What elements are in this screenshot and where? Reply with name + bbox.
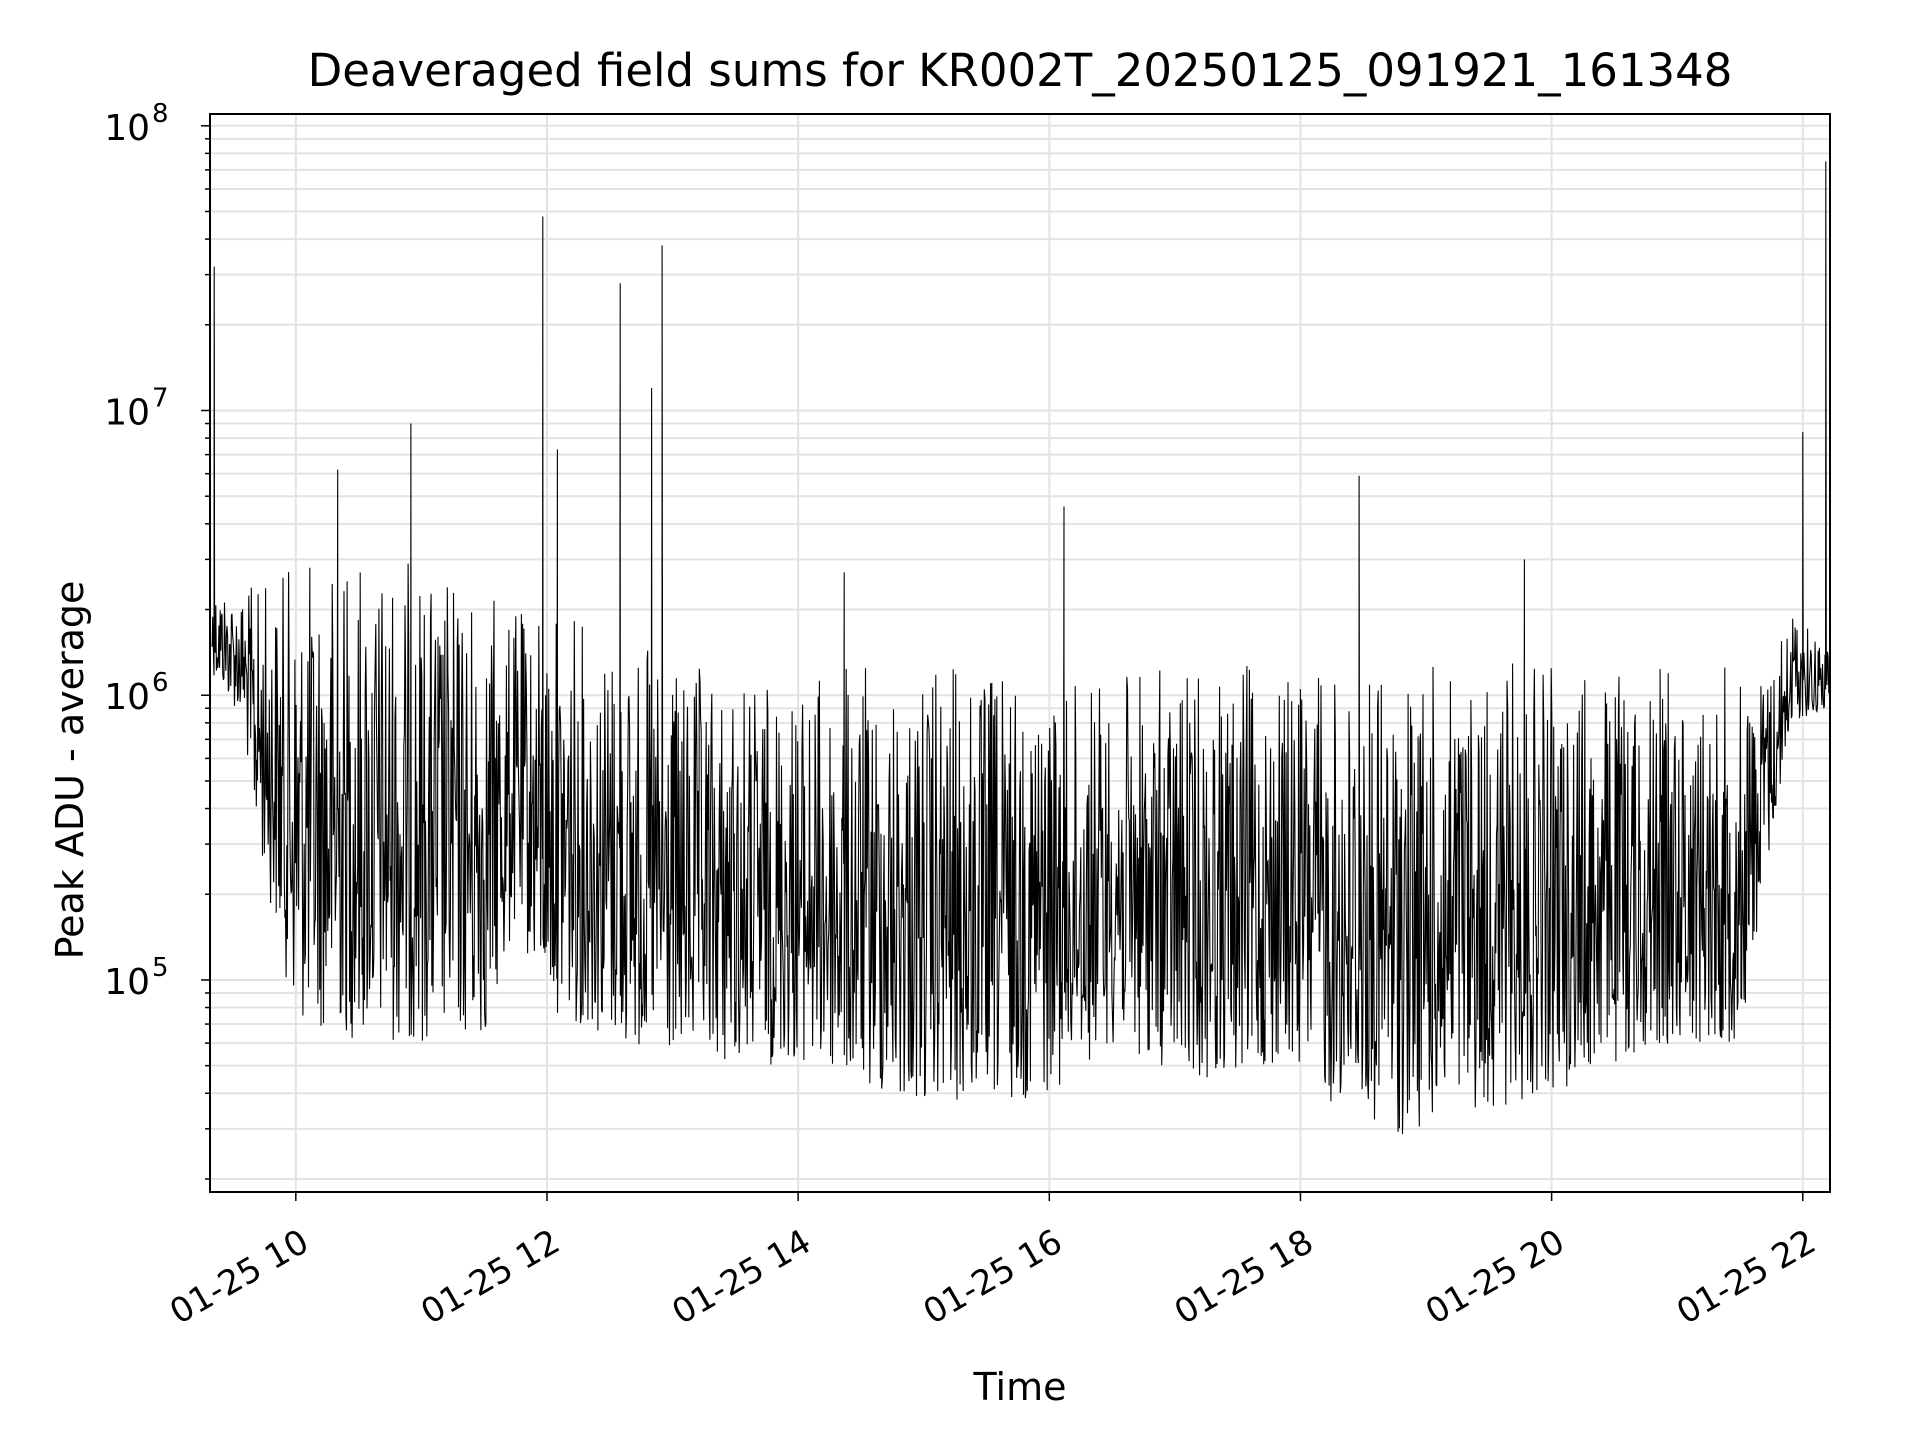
y-tick-exponent: 5 bbox=[152, 953, 169, 983]
y-tick-exponent: 6 bbox=[152, 668, 169, 698]
x-tick-label: 01-25 12 bbox=[414, 1222, 566, 1333]
y-tick-label: 10 bbox=[104, 962, 150, 1003]
series-layer bbox=[211, 161, 1831, 1135]
y-axis-label: Peak ADU - average bbox=[48, 580, 92, 960]
y-tick-label: 10 bbox=[104, 108, 150, 149]
y-tick-label: 10 bbox=[104, 393, 150, 434]
x-tick-label: 01-25 16 bbox=[917, 1222, 1069, 1333]
x-tick-label: 01-25 18 bbox=[1168, 1222, 1320, 1333]
y-tick-exponent: 8 bbox=[152, 99, 169, 129]
x-axis-label: Time bbox=[973, 1365, 1067, 1409]
plot-frame bbox=[209, 113, 1831, 1193]
x-tick-label: 01-25 10 bbox=[163, 1222, 315, 1333]
x-tick-label: 01-25 14 bbox=[666, 1222, 818, 1333]
chart-title: Deaveraged field sums for KR002T_2025012… bbox=[307, 44, 1733, 97]
series-line bbox=[211, 161, 1831, 1135]
y-tick-label: 10 bbox=[104, 677, 150, 718]
x-tick-label: 01-25 22 bbox=[1670, 1222, 1822, 1333]
y-tick-exponent: 7 bbox=[152, 384, 169, 414]
x-tick-label: 01-25 20 bbox=[1419, 1222, 1571, 1333]
tick-layer: 01-25 10 01-25 12 01-25 14 01-25 16 01-25 18… bbox=[104, 99, 1822, 1333]
